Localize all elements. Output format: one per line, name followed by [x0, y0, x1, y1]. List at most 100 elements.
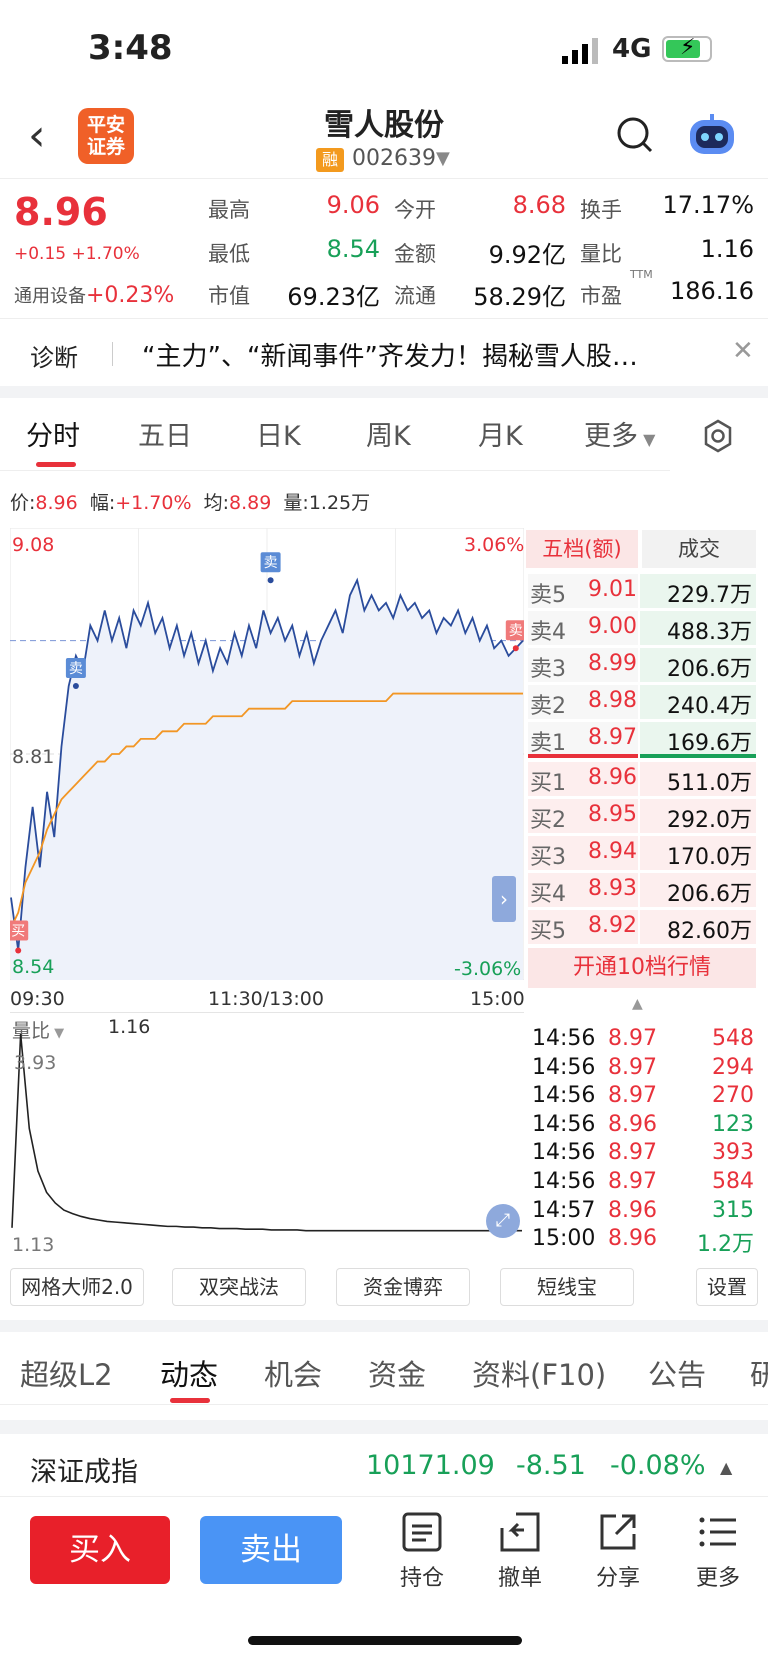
row-background — [528, 762, 638, 796]
sector-change[interactable]: 通用设备+0.23% — [14, 283, 175, 308]
tab-monthly-k[interactable]: 月K — [478, 421, 523, 452]
tab-trades[interactable]: 成交 — [642, 530, 756, 568]
low-label: 最低 — [208, 242, 250, 266]
search-icon[interactable] — [616, 116, 654, 154]
stock-code[interactable]: 002639 — [352, 146, 436, 171]
open-level10-button[interactable]: 开通10档行情 — [528, 948, 756, 988]
row-background — [528, 648, 638, 682]
margin-badge: 融 — [316, 148, 344, 172]
status-time: 3:48 — [88, 28, 173, 68]
tab-daily-k[interactable]: 日K — [256, 421, 301, 452]
back-icon[interactable]: ‹ — [28, 110, 46, 161]
trade-row: 14:56 8.97 584 — [532, 1169, 754, 1197]
gear-icon[interactable] — [700, 418, 736, 454]
row-background — [640, 836, 756, 870]
ask-row[interactable]: 卖3 8.99 206.6万 — [528, 648, 756, 682]
trade-marker-label: 卖 — [69, 661, 83, 677]
tab-capital[interactable]: 资金 — [368, 1358, 427, 1392]
index-name[interactable]: 深证成指 — [30, 1457, 138, 1488]
high-label: 最高 — [208, 198, 250, 222]
tab-intraday[interactable]: 分时 — [26, 421, 80, 452]
bid-row[interactable]: 买3 8.94 170.0万 — [528, 836, 756, 870]
ask-row[interactable]: 卖5 9.01 229.7万 — [528, 574, 756, 608]
level-amount: 488.3万 — [667, 620, 752, 645]
pe-label: 市盈 — [580, 284, 622, 308]
chevron-up-icon[interactable]: ▲ — [720, 1458, 733, 1477]
robot-assistant-icon[interactable] — [686, 112, 738, 158]
expand-panel-handle[interactable]: › — [492, 876, 516, 922]
level-label: 买4 — [530, 882, 566, 907]
open-value: 8.68 — [512, 191, 566, 219]
level-label: 卖3 — [530, 657, 566, 682]
row-background — [528, 910, 638, 944]
diagnosis-label[interactable]: 诊断 — [30, 344, 78, 372]
level-amount: 170.0万 — [667, 845, 752, 870]
level-price: 9.00 — [588, 614, 637, 639]
tab-super-l2[interactable]: 超级L2 — [20, 1358, 113, 1392]
level-label: 买5 — [530, 919, 566, 944]
level-price: 8.97 — [588, 725, 637, 750]
bid-row[interactable]: 买1 8.96 511.0万 — [528, 762, 756, 796]
tab-opportunity[interactable]: 机会 — [264, 1358, 323, 1392]
chevron-down-icon[interactable]: ▼ — [436, 148, 450, 169]
diagnosis-news[interactable]: “主力”、“新闻事件”齐发力！揭秘雪人股… — [142, 342, 638, 372]
trade-price: 8.97 — [608, 1026, 657, 1051]
row-background — [640, 722, 756, 756]
double-breakout-button[interactable]: 双突战法 — [172, 1268, 306, 1306]
fullscreen-icon[interactable]: ⤢ — [486, 1204, 520, 1238]
short-term-button[interactable]: 短线宝 — [500, 1268, 634, 1306]
row-background — [640, 910, 756, 944]
tool-settings-button[interactable]: 设置 — [696, 1268, 758, 1306]
volume-ratio-value: 1.16 — [700, 235, 754, 263]
row-background — [640, 648, 756, 682]
level-label: 卖5 — [530, 583, 566, 608]
ask-row[interactable]: 卖1 8.97 169.6万 — [528, 722, 756, 756]
tab-order-book[interactable]: 五档(额) — [526, 530, 638, 568]
capital-game-button[interactable]: 资金博弈 — [336, 1268, 470, 1306]
bid-row[interactable]: 买2 8.95 292.0万 — [528, 799, 756, 833]
bid-row[interactable]: 买5 8.92 82.60万 — [528, 910, 756, 944]
level-amount: 511.0万 — [667, 771, 752, 796]
share-icon[interactable] — [596, 1510, 640, 1554]
tab-dynamics[interactable]: 动态 — [160, 1358, 219, 1392]
trade-time: 14:56 — [532, 1026, 596, 1051]
ask-row[interactable]: 卖4 9.00 488.3万 — [528, 611, 756, 645]
sell-button[interactable]: 卖出 — [200, 1516, 342, 1584]
cancel-order-label[interactable]: 撤单 — [497, 1566, 542, 1591]
market-cap-value: 69.23亿 — [287, 283, 380, 311]
row-background — [640, 873, 756, 907]
trade-marker-label: 卖 — [509, 623, 523, 639]
tab-five-day[interactable]: 五日 — [138, 421, 192, 452]
trade-vol: 270 — [712, 1083, 754, 1109]
close-icon[interactable]: ✕ — [732, 336, 754, 366]
trade-row: 15:00 8.96 1.2万 — [532, 1226, 754, 1257]
buy-button[interactable]: 买入 — [30, 1516, 170, 1584]
level-price: 8.99 — [588, 651, 637, 676]
chevron-up-icon[interactable]: ▲ — [632, 996, 643, 1012]
share-label[interactable]: 分享 — [595, 1566, 640, 1591]
bid-row[interactable]: 买4 8.93 206.6万 — [528, 873, 756, 907]
cancel-order-icon[interactable] — [498, 1510, 542, 1554]
holdings-label[interactable]: 持仓 — [399, 1566, 444, 1591]
pct-label-bottom: -3.06% — [454, 958, 522, 980]
tab-profile-f10[interactable]: 资料(F10) — [472, 1358, 607, 1392]
grid-master-button[interactable]: 网格大师2.0 — [10, 1268, 144, 1306]
stock-name[interactable]: 雪人股份 — [324, 108, 444, 143]
ask-row[interactable]: 卖2 8.98 240.4万 — [528, 685, 756, 719]
divider — [0, 1404, 768, 1405]
vr-top-label: 3.93 — [14, 1052, 57, 1074]
current-price: 8.96 — [14, 190, 108, 234]
row-background — [528, 611, 638, 645]
broker-logo: 平安 证券 — [78, 108, 134, 164]
more-icon[interactable] — [696, 1510, 740, 1554]
tab-research[interactable]: 研 — [750, 1358, 768, 1392]
trade-marker-dot — [512, 645, 519, 652]
price-change: +0.15 +1.70% — [14, 244, 140, 264]
tab-announcements[interactable]: 公告 — [648, 1358, 707, 1392]
more-label[interactable]: 更多 — [695, 1566, 740, 1591]
tab-more[interactable]: 更多 ▼ — [584, 421, 656, 452]
tab-weekly-k[interactable]: 周K — [366, 421, 411, 452]
holdings-icon[interactable] — [400, 1510, 444, 1554]
divider — [10, 1012, 524, 1013]
